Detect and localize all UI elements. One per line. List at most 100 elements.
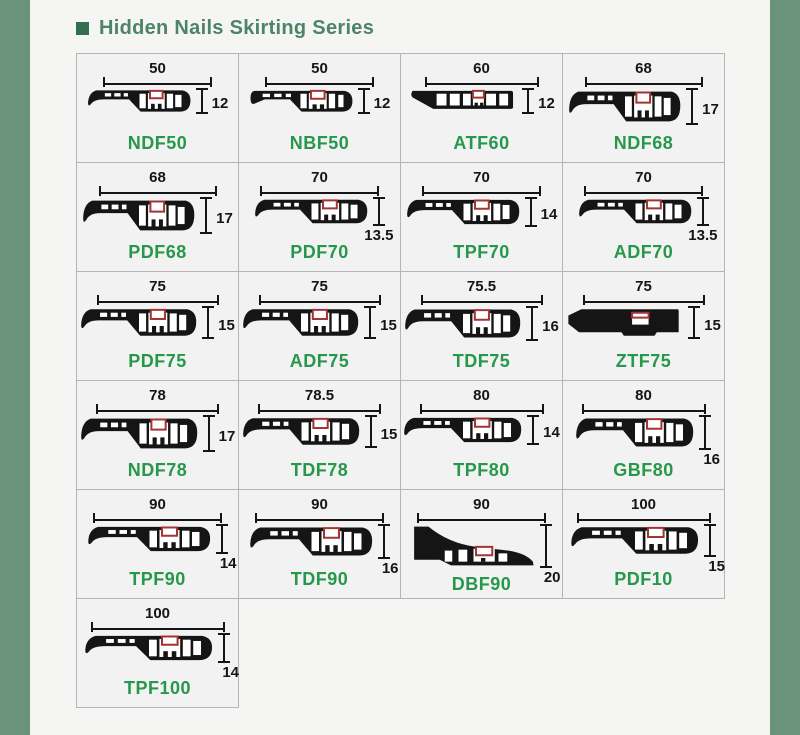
height-dimension-line-svg bbox=[202, 306, 215, 339]
height-dimension-line bbox=[364, 414, 378, 454]
width-dimension-label: 80 bbox=[635, 387, 652, 404]
height-dimension-label: 12 bbox=[211, 95, 229, 112]
width-dimension-line bbox=[417, 513, 546, 523]
product-code: NBF50 bbox=[289, 133, 350, 153]
profile-cross-section-drawing bbox=[404, 305, 522, 347]
width-dimension-label: 90 bbox=[149, 496, 166, 513]
profile-figure: 68 17 bbox=[568, 61, 719, 131]
height-dimension: 12 bbox=[357, 87, 390, 120]
height-dimension: 20 bbox=[539, 523, 561, 586]
profile-figure: 90 14 bbox=[87, 496, 237, 572]
profile-row: 12 bbox=[249, 87, 390, 120]
product-code: TPF70 bbox=[453, 242, 510, 262]
height-dimension: 16 bbox=[698, 414, 720, 468]
profile-cross-section-drawing bbox=[575, 414, 695, 456]
profile-figure: 68 17 bbox=[82, 170, 233, 240]
grid-row: 100 14 TPF100 bbox=[76, 598, 770, 708]
product-code: DBF90 bbox=[451, 574, 512, 594]
height-dimension-line-svg bbox=[526, 306, 539, 341]
profile-row: 16 bbox=[575, 414, 720, 468]
profile-cross-section-drawing bbox=[87, 523, 212, 560]
height-dimension-label: 15 bbox=[708, 558, 725, 575]
height-dimension-line bbox=[377, 523, 391, 565]
width-dimension-label: 78.5 bbox=[304, 387, 335, 404]
height-dimension: 14 bbox=[215, 523, 237, 572]
profile-figure: 78.5 15 bbox=[242, 387, 397, 454]
height-dimension-label: 12 bbox=[538, 95, 555, 112]
height-dimension-line bbox=[539, 523, 553, 574]
width-dimension-label: 50 bbox=[149, 60, 166, 77]
profile-row: 17 bbox=[82, 196, 233, 240]
width-dimension-label: 100 bbox=[630, 496, 657, 513]
height-dimension-label: 14 bbox=[222, 664, 239, 681]
profile-figure: 90 20 bbox=[411, 497, 561, 586]
profile-cross-section-drawing bbox=[566, 305, 684, 345]
width-dimension-label: 70 bbox=[473, 169, 490, 186]
width-dimension-label: 75 bbox=[149, 278, 166, 295]
profile-figure: 75 15 bbox=[242, 279, 397, 345]
product-cell: 70 13.5 ADF70 bbox=[562, 162, 725, 272]
product-cell: 75 15 PDF75 bbox=[76, 271, 239, 381]
height-dimension-line-svg bbox=[704, 524, 716, 557]
product-code: NDF68 bbox=[613, 133, 674, 153]
height-dimension: 14 bbox=[526, 414, 560, 451]
product-cell: 50 12 NBF50 bbox=[238, 53, 401, 163]
profile-figure: 80 14 bbox=[403, 388, 560, 451]
profile-figure: 70 14 bbox=[406, 169, 558, 233]
height-dimension: 13.5 bbox=[688, 196, 718, 244]
width-dimension-line bbox=[258, 295, 381, 305]
profile-cross-section-drawing bbox=[249, 87, 354, 120]
profile-figure: 100 14 bbox=[84, 606, 239, 681]
profile-cross-section-drawing bbox=[578, 196, 693, 232]
height-dimension-label: 15 bbox=[218, 316, 235, 334]
section-title: Hidden Nails Skirting Series bbox=[76, 17, 770, 40]
width-dimension-line bbox=[584, 186, 703, 196]
left-accent-bar bbox=[0, 0, 30, 735]
height-dimension-line bbox=[199, 196, 213, 240]
width-dimension-line bbox=[420, 295, 543, 305]
profile-figure: 70 13.5 bbox=[578, 169, 718, 244]
profile-figure: 80 16 bbox=[575, 387, 720, 468]
height-dimension: 15 bbox=[363, 305, 397, 345]
height-dimension-line bbox=[363, 305, 377, 345]
height-dimension-label: 16 bbox=[703, 451, 720, 468]
product-cell: 68 17 PDF68 bbox=[76, 162, 239, 272]
product-cell: 78.5 15 TDF78 bbox=[238, 380, 401, 490]
width-dimension-label: 80 bbox=[473, 387, 490, 404]
height-dimension-line-svg bbox=[218, 633, 230, 663]
height-dimension-label: 16 bbox=[542, 317, 559, 335]
profile-cross-section-drawing bbox=[411, 523, 536, 574]
profile-row: 13.5 bbox=[254, 196, 394, 244]
width-dimension-label: 70 bbox=[635, 169, 652, 186]
height-dimension-label: 15 bbox=[704, 316, 721, 334]
height-dimension: 17 bbox=[199, 196, 233, 240]
height-dimension-line-svg bbox=[527, 415, 540, 445]
product-code: NDF50 bbox=[127, 133, 188, 153]
width-dimension-label: 90 bbox=[311, 496, 328, 513]
product-cell: 75.5 16 TDF75 bbox=[400, 271, 563, 381]
section-title-text: Hidden Nails Skirting Series bbox=[99, 17, 375, 39]
width-dimension-label: 75.5 bbox=[466, 278, 497, 295]
height-dimension-line-svg bbox=[202, 415, 215, 452]
profile-row: 16 bbox=[249, 523, 399, 577]
profile-cross-section-drawing bbox=[242, 305, 360, 345]
profile-cross-section-drawing bbox=[80, 305, 198, 345]
product-code: PDF10 bbox=[614, 569, 673, 589]
profile-cross-section-drawing bbox=[408, 87, 518, 120]
profile-figure: 50 12 bbox=[249, 61, 390, 120]
height-dimension-line-svg bbox=[686, 88, 699, 125]
profile-cross-section-drawing bbox=[406, 196, 521, 233]
product-cell: 80 14 TPF80 bbox=[400, 380, 563, 490]
height-dimension-label: 14 bbox=[540, 206, 558, 223]
height-dimension-line-svg bbox=[699, 415, 711, 450]
width-dimension-label: 75 bbox=[635, 278, 652, 295]
height-dimension-line bbox=[215, 523, 229, 560]
width-dimension-label: 78 bbox=[149, 387, 166, 404]
profile-row: 15 bbox=[570, 523, 725, 575]
product-cell: 78 17 NDF78 bbox=[76, 380, 239, 490]
profile-cross-section-drawing bbox=[84, 632, 214, 669]
product-code: TDF75 bbox=[452, 351, 511, 371]
height-dimension: 14 bbox=[217, 632, 239, 681]
product-cell: 90 16 TDF90 bbox=[238, 489, 401, 599]
height-dimension-label: 13.5 bbox=[688, 227, 718, 244]
